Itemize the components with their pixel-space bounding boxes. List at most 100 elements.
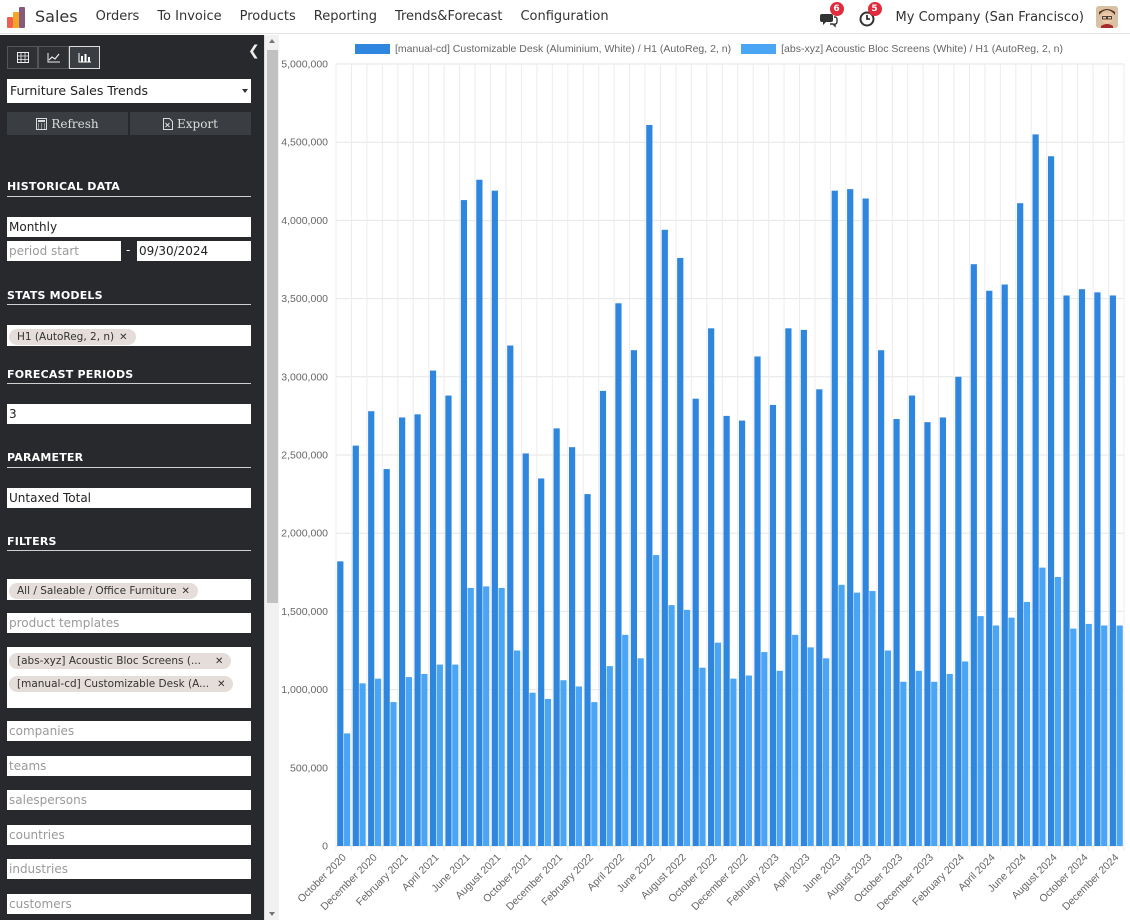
legend-swatch <box>355 44 390 54</box>
bar-acoustic-screens <box>513 650 521 846</box>
industries-input[interactable]: industries <box>7 859 251 879</box>
bar-customizable-desk <box>692 398 699 846</box>
bar-customizable-desk <box>1109 295 1116 846</box>
remove-tag-icon[interactable]: ✕ <box>214 656 224 667</box>
line-chart-icon <box>47 53 60 63</box>
table-icon <box>16 52 29 63</box>
legend-item[interactable]: [abs-xyz] Acoustic Bloc Screens (White) … <box>741 43 1063 55</box>
teams-input[interactable]: teams <box>7 756 251 776</box>
scrollbar-thumb[interactable] <box>267 50 278 603</box>
user-avatar[interactable] <box>1096 6 1118 28</box>
category-tag: All / Saleable / Office Furniture ✕ <box>9 583 198 599</box>
product-tag-label: [manual-cd] Customizable Desk (A... <box>17 678 210 690</box>
stats-models-field[interactable]: H1 (AutoReg, 2, n) ✕ <box>7 325 251 346</box>
product-category-filter[interactable]: All / Saleable / Office Furniture ✕ <box>7 579 251 600</box>
legend-swatch <box>741 44 777 54</box>
y-tick-label: 1,000,000 <box>281 684 328 696</box>
section-divider <box>7 383 251 384</box>
menu-configuration[interactable]: Configuration <box>520 9 609 24</box>
y-tick-label: 2,500,000 <box>281 450 328 462</box>
remove-tag-icon[interactable]: ✕ <box>181 586 190 597</box>
interval-field[interactable]: Monthly <box>7 217 251 237</box>
export-label: Export <box>177 116 218 131</box>
remove-tag-icon[interactable]: ✕ <box>119 332 128 343</box>
menu-to-invoice[interactable]: To Invoice <box>157 9 222 24</box>
stats-model-tag-label: H1 (AutoReg, 2, n) <box>17 331 115 343</box>
bar-customizable-desk <box>831 190 838 846</box>
sales-app-logo-icon[interactable] <box>7 6 29 28</box>
salespersons-input[interactable]: salespersons <box>7 790 251 810</box>
bar-acoustic-screens <box>374 678 382 846</box>
refresh-button[interactable]: Refresh <box>7 112 128 135</box>
bar-customizable-desk <box>785 328 792 846</box>
table-view-button[interactable] <box>7 46 38 69</box>
products-filter[interactable]: [abs-xyz] Acoustic Bloc Screens (... ✕ [m… <box>7 647 251 708</box>
messages-button[interactable]: 6 <box>819 2 844 28</box>
y-tick-label: 1,500,000 <box>281 606 328 618</box>
customers-input[interactable]: customers <box>7 894 251 914</box>
stats-models-title: STATS MODELS <box>7 289 103 302</box>
bar-acoustic-screens <box>591 702 598 846</box>
bar-acoustic-screens <box>483 586 490 846</box>
activities-button[interactable]: 5 <box>858 2 882 27</box>
bar-acoustic-screens <box>467 587 474 846</box>
bar-customizable-desk <box>460 200 468 846</box>
export-button[interactable]: Export <box>130 112 251 135</box>
countries-input[interactable]: countries <box>7 825 251 845</box>
bar-acoustic-screens <box>1070 628 1077 846</box>
y-tick-label: 4,000,000 <box>281 215 328 227</box>
forecast-sidebar: ❮ Furniture Sales Trends Refresh Export … <box>0 35 264 920</box>
line-chart-view-button[interactable] <box>38 46 69 69</box>
bar-acoustic-screens <box>498 587 505 846</box>
period-start-input[interactable]: period start <box>7 241 121 261</box>
bar-customizable-desk <box>908 395 916 846</box>
bar-customizable-desk <box>337 561 344 846</box>
legend-item[interactable]: [manual-cd] Customizable Desk (Aluminium… <box>355 43 731 55</box>
bar-acoustic-screens <box>452 664 459 846</box>
scroll-up-arrow-icon[interactable] <box>269 39 275 43</box>
product-templates-input[interactable]: product templates <box>7 613 251 633</box>
section-divider <box>7 304 251 305</box>
bar-customizable-desk <box>568 447 576 846</box>
remove-tag-icon[interactable]: ✕ <box>217 679 226 690</box>
bar-acoustic-screens <box>622 634 629 846</box>
menu-trends-forecast[interactable]: Trends&Forecast <box>394 9 503 24</box>
bar-customizable-desk <box>924 422 931 846</box>
forecast-periods-input[interactable]: 3 <box>7 404 251 424</box>
app-title[interactable]: Sales <box>35 7 78 26</box>
bar-acoustic-screens <box>745 675 752 846</box>
y-tick-label: 3,500,000 <box>281 293 328 305</box>
caret-down-icon <box>242 89 248 93</box>
bar-customizable-desk <box>507 345 514 846</box>
menu-orders[interactable]: Orders <box>95 9 140 24</box>
bar-customizable-desk <box>584 494 591 846</box>
bar-acoustic-screens <box>977 616 984 846</box>
bar-customizable-desk <box>522 453 529 846</box>
parameter-field[interactable]: Untaxed Total <box>7 488 251 508</box>
bar-acoustic-screens <box>776 670 783 846</box>
section-divider <box>7 550 251 551</box>
legend-label: [manual-cd] Customizable Desk (Aluminium… <box>395 43 732 55</box>
bar-acoustic-screens <box>544 698 552 846</box>
company-switcher[interactable]: My Company (San Francisco) <box>895 9 1084 25</box>
menu-reporting[interactable]: Reporting <box>313 9 377 24</box>
bar-customizable-desk <box>429 370 437 846</box>
companies-input[interactable]: companies <box>7 721 251 741</box>
period-end-input[interactable]: 09/30/2024 <box>137 241 251 261</box>
bar-chart-view-button[interactable] <box>69 46 100 69</box>
stats-model-tag: H1 (AutoReg, 2, n) ✕ <box>9 329 136 345</box>
bar-acoustic-screens <box>653 555 660 846</box>
sidebar-scrollbar[interactable] <box>264 35 279 920</box>
bar-customizable-desk <box>986 290 993 846</box>
report-selector-value: Furniture Sales Trends <box>10 83 149 98</box>
menu-products[interactable]: Products <box>239 9 296 24</box>
y-tick-label: 0 <box>322 841 328 853</box>
report-selector[interactable]: Furniture Sales Trends <box>7 79 251 103</box>
scroll-down-arrow-icon[interactable] <box>269 912 275 916</box>
bar-acoustic-screens <box>683 609 691 846</box>
bar-acoustic-screens <box>390 702 397 846</box>
bar-customizable-desk <box>1078 289 1086 846</box>
bar-customizable-desk <box>661 229 668 846</box>
collapse-sidebar-chevron-icon[interactable]: ❮ <box>248 43 260 59</box>
bar-customizable-desk <box>383 469 390 846</box>
